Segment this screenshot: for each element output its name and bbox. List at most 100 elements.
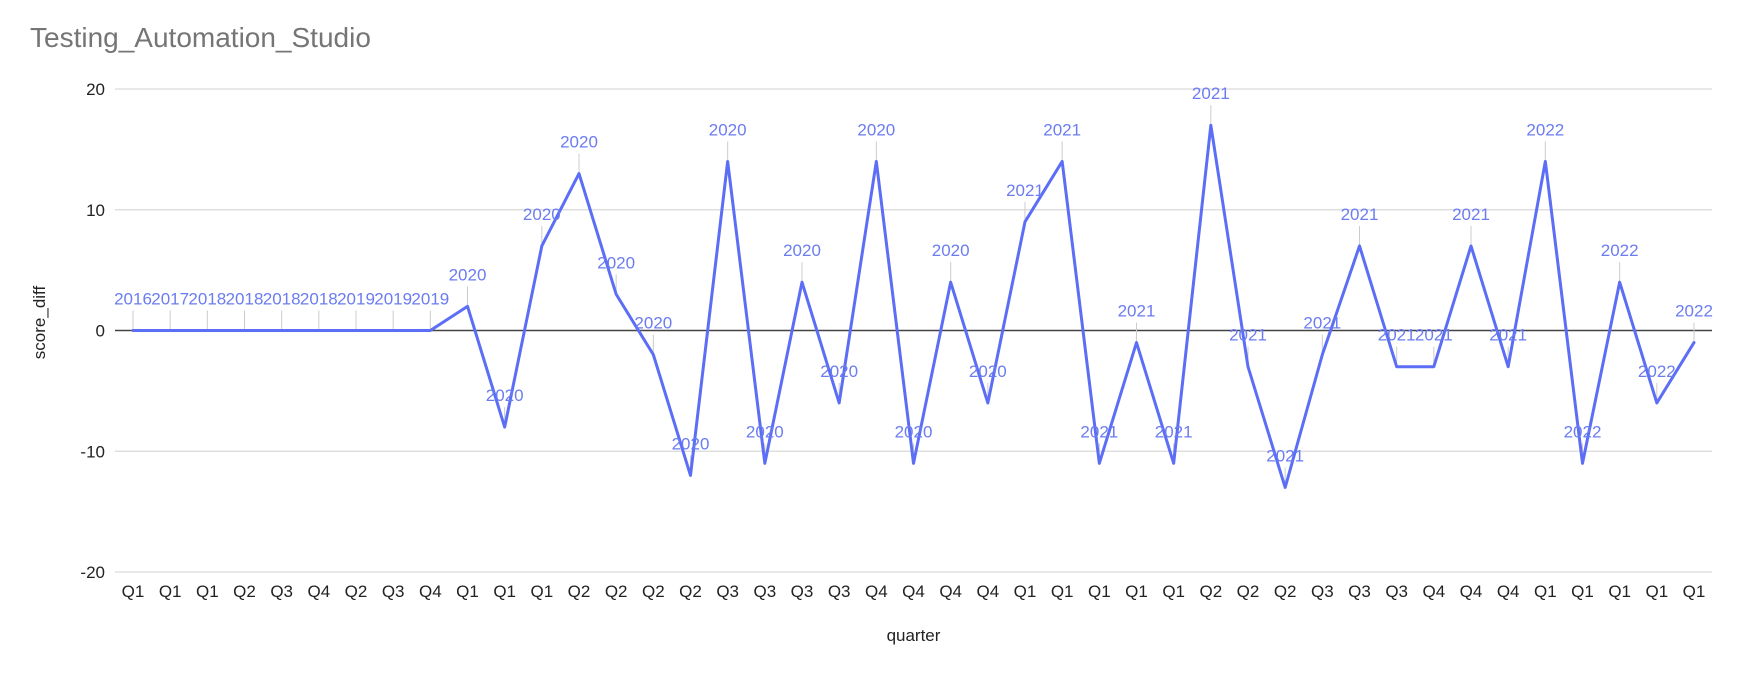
data-point bbox=[1060, 159, 1064, 163]
data-label: 2021 bbox=[1155, 422, 1193, 441]
x-tick-label: Q4 bbox=[1422, 582, 1445, 601]
data-point bbox=[651, 353, 655, 357]
data-point bbox=[131, 329, 135, 333]
x-tick-label: Q1 bbox=[1014, 582, 1037, 601]
data-label: 2020 bbox=[895, 422, 933, 441]
x-tick-label: Q2 bbox=[1199, 582, 1222, 601]
data-point bbox=[1692, 341, 1696, 345]
y-tick-label: -10 bbox=[80, 442, 105, 461]
x-tick-label: Q2 bbox=[345, 582, 368, 601]
data-label: 2020 bbox=[857, 120, 895, 139]
x-tick-label: Q1 bbox=[493, 582, 516, 601]
data-label: 2019 bbox=[374, 290, 412, 309]
data-label: 2020 bbox=[969, 362, 1007, 381]
y-tick-label: -20 bbox=[80, 563, 105, 582]
data-label: 2020 bbox=[672, 434, 710, 453]
data-label: 2022 bbox=[1638, 362, 1676, 381]
data-label: 2021 bbox=[1192, 84, 1230, 103]
x-tick-label: Q1 bbox=[456, 582, 479, 601]
data-point bbox=[837, 401, 841, 405]
data-label: 2020 bbox=[486, 386, 524, 405]
data-point bbox=[503, 425, 507, 429]
x-tick-label: Q1 bbox=[122, 582, 145, 601]
x-tick-label: Q3 bbox=[1385, 582, 1408, 601]
x-tick-label: Q1 bbox=[1683, 582, 1706, 601]
data-label: 2021 bbox=[1452, 205, 1490, 224]
x-tick-label: Q2 bbox=[642, 582, 665, 601]
data-label: 2016 bbox=[114, 290, 152, 309]
data-point bbox=[1655, 401, 1659, 405]
data-point bbox=[1097, 461, 1101, 465]
data-point bbox=[354, 329, 358, 333]
x-tick-label: Q2 bbox=[568, 582, 591, 601]
data-point bbox=[1469, 244, 1473, 248]
x-tick-label: Q1 bbox=[196, 582, 219, 601]
data-label: 2022 bbox=[1526, 120, 1564, 139]
data-point bbox=[1395, 365, 1399, 369]
data-point bbox=[1358, 244, 1362, 248]
data-point bbox=[205, 329, 209, 333]
x-tick-label: Q3 bbox=[828, 582, 851, 601]
data-label: 2022 bbox=[1601, 241, 1639, 260]
data-label: 2018 bbox=[263, 290, 301, 309]
data-point bbox=[466, 304, 470, 308]
y-tick-label: 10 bbox=[86, 201, 105, 220]
data-label: 2021 bbox=[1303, 314, 1341, 333]
data-label: 2020 bbox=[523, 205, 561, 224]
data-point bbox=[280, 329, 284, 333]
data-label: 2021 bbox=[1378, 326, 1416, 345]
data-label: 2019 bbox=[337, 290, 375, 309]
series-line bbox=[131, 123, 1696, 489]
x-tick-label: Q2 bbox=[1274, 582, 1297, 601]
x-tick-label: Q4 bbox=[902, 582, 925, 601]
data-label: 2021 bbox=[1118, 302, 1156, 321]
x-tick-label: Q3 bbox=[716, 582, 739, 601]
data-label: 2018 bbox=[226, 290, 264, 309]
x-tick-label: Q2 bbox=[679, 582, 702, 601]
x-tick-label: Q4 bbox=[1497, 582, 1520, 601]
data-point bbox=[689, 473, 693, 477]
x-tick-label: Q2 bbox=[233, 582, 256, 601]
x-tick-label: Q1 bbox=[159, 582, 182, 601]
data-point bbox=[1246, 365, 1250, 369]
x-tick-label: Q1 bbox=[1608, 582, 1631, 601]
data-point bbox=[1543, 159, 1547, 163]
data-point bbox=[912, 461, 916, 465]
data-label: 2021 bbox=[1229, 326, 1267, 345]
data-point bbox=[614, 292, 618, 296]
data-point bbox=[1432, 365, 1436, 369]
x-tick-label: Q2 bbox=[605, 582, 628, 601]
data-point bbox=[726, 159, 730, 163]
data-point bbox=[800, 280, 804, 284]
x-tick-label: Q1 bbox=[1534, 582, 1557, 601]
x-tick-label: Q1 bbox=[530, 582, 553, 601]
data-point bbox=[577, 172, 581, 176]
x-tick-label: Q1 bbox=[1645, 582, 1668, 601]
data-label: 2021 bbox=[1043, 120, 1081, 139]
x-tick-label: Q3 bbox=[382, 582, 405, 601]
x-axis-label: quarter bbox=[887, 626, 941, 645]
y-tick-label: 20 bbox=[86, 80, 105, 99]
data-label: 2021 bbox=[1489, 326, 1527, 345]
x-tick-label: Q4 bbox=[307, 582, 330, 601]
data-label: 2022 bbox=[1675, 302, 1713, 321]
y-tick-label: 0 bbox=[96, 322, 105, 341]
data-point bbox=[1506, 365, 1510, 369]
x-tick-label: Q3 bbox=[1348, 582, 1371, 601]
data-label: 2019 bbox=[411, 290, 449, 309]
x-tick-label: Q4 bbox=[939, 582, 962, 601]
x-tick-label: Q3 bbox=[1311, 582, 1334, 601]
data-point bbox=[1283, 485, 1287, 489]
data-point bbox=[986, 401, 990, 405]
data-point bbox=[243, 329, 247, 333]
x-tick-label: Q4 bbox=[1460, 582, 1483, 601]
data-label: 2018 bbox=[300, 290, 338, 309]
x-tick-label: Q3 bbox=[753, 582, 776, 601]
x-tick-label: Q3 bbox=[791, 582, 814, 601]
data-point bbox=[1209, 123, 1213, 127]
chart-title: Testing_Automation_Studio bbox=[30, 22, 371, 53]
data-label: 2018 bbox=[188, 290, 226, 309]
data-point bbox=[391, 329, 395, 333]
data-point bbox=[317, 329, 321, 333]
